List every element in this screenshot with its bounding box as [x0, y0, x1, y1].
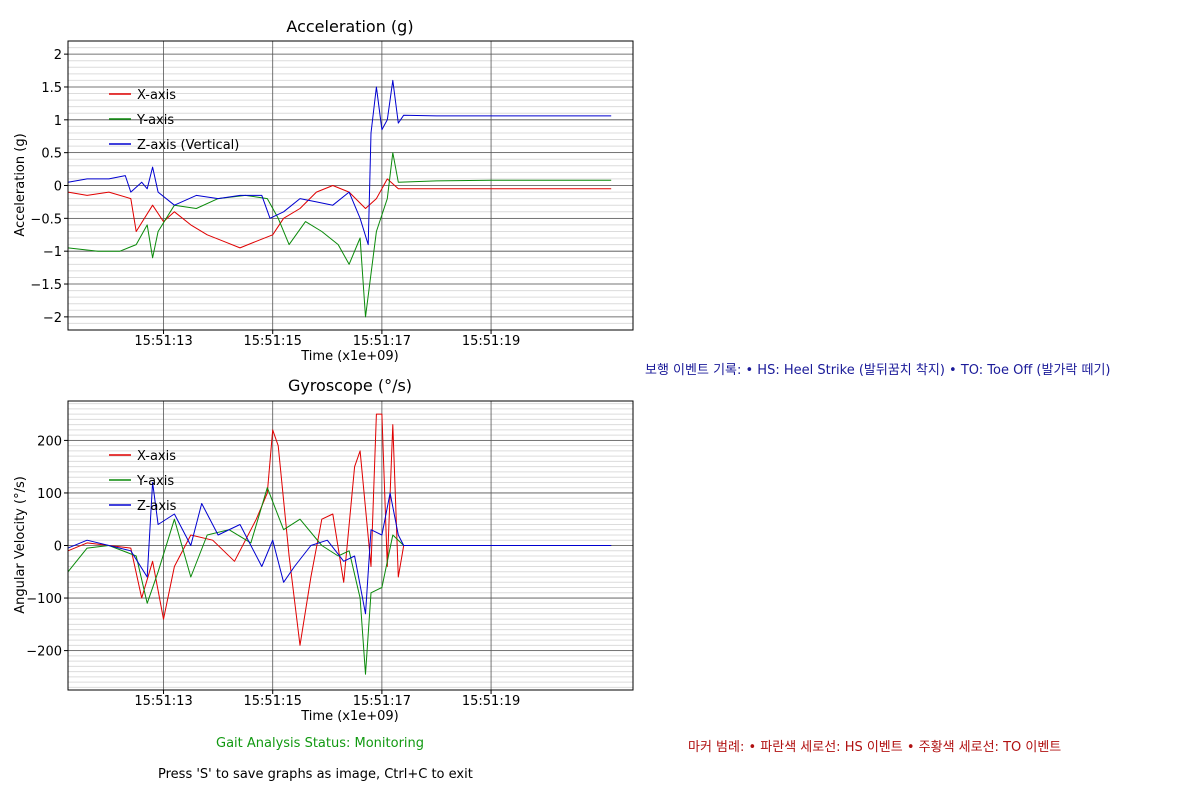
y-tick-label: −1 [43, 245, 62, 260]
series-line-x [67, 413, 612, 646]
x-axis-label: Time (x1e+09) [300, 709, 399, 724]
x-tick-label: 15:51:15 [244, 694, 302, 709]
x-tick-label: 15:51:13 [134, 334, 192, 349]
x-tick-label: 15:51:19 [462, 334, 520, 349]
chart-legend: X-axis Y-axis Z-axis (Vertical) [109, 88, 239, 153]
series-line-z [67, 481, 612, 615]
chart-title: Acceleration (g) [286, 17, 413, 36]
y-tick-label: 100 [37, 487, 62, 502]
y-tick-label: −0.5 [30, 212, 62, 227]
y-tick-label: 0 [54, 540, 62, 555]
series-line-x [67, 178, 612, 249]
y-tick-label: 1.5 [41, 81, 62, 96]
y-tick-label: −2 [43, 311, 62, 326]
x-tick-label: 15:51:15 [244, 334, 302, 349]
series-line-y [67, 487, 612, 675]
y-tick-label: −1.5 [30, 278, 62, 293]
x-tick-label: 15:51:17 [353, 334, 411, 349]
chart-title: Gyroscope (°/s) [288, 376, 412, 395]
y-tick-label: 0.5 [41, 147, 62, 162]
y-tick-label: −100 [26, 592, 62, 607]
legend-label: X-axis [137, 88, 176, 103]
y-tick-label: 2 [54, 48, 62, 63]
acceleration-chart: Acceleration (g) 2 1.5 1 0.5 0 −0.5 −1 −1.5 −2 1… [13, 17, 634, 364]
status-text: Gait Analysis Status: Monitoring [216, 736, 425, 751]
legend-label: Y-axis [136, 474, 174, 489]
series-line-z [67, 79, 612, 246]
x-axis-label: Time (x1e+09) [300, 349, 399, 364]
gyroscope-chart: Gyroscope (°/s) 200 100 0 −100 −200 15:51:13… [13, 376, 634, 724]
legend-label: Y-axis [136, 113, 174, 128]
x-tick-label: 15:51:17 [353, 694, 411, 709]
y-tick-label: −200 [26, 645, 62, 660]
legend-label: Z-axis (Vertical) [137, 138, 239, 153]
keyboard-hint: Press 'S' to save graphs as image, Ctrl+… [158, 767, 473, 782]
y-axis-label: Acceleration (g) [13, 133, 28, 236]
x-tick-label: 15:51:19 [462, 694, 520, 709]
series-line-y [67, 152, 612, 318]
y-tick-label: 1 [54, 114, 62, 129]
marker-legend-note: 마커 범례: • 파란색 세로선: HS 이벤트 • 주황색 세로선: TO 이… [688, 740, 1062, 755]
chart-legend: X-axis Y-axis Z-axis [109, 449, 177, 514]
y-tick-label: 0 [54, 180, 62, 195]
x-tick-label: 15:51:13 [134, 694, 192, 709]
y-axis-label: Angular Velocity (°/s) [13, 476, 28, 614]
legend-label: Z-axis [137, 499, 177, 514]
gait-event-log: 보행 이벤트 기록: • HS: Heel Strike (발뒤꿈치 착지) •… [645, 363, 1111, 378]
legend-label: X-axis [137, 449, 176, 464]
y-tick-label: 200 [37, 434, 62, 449]
